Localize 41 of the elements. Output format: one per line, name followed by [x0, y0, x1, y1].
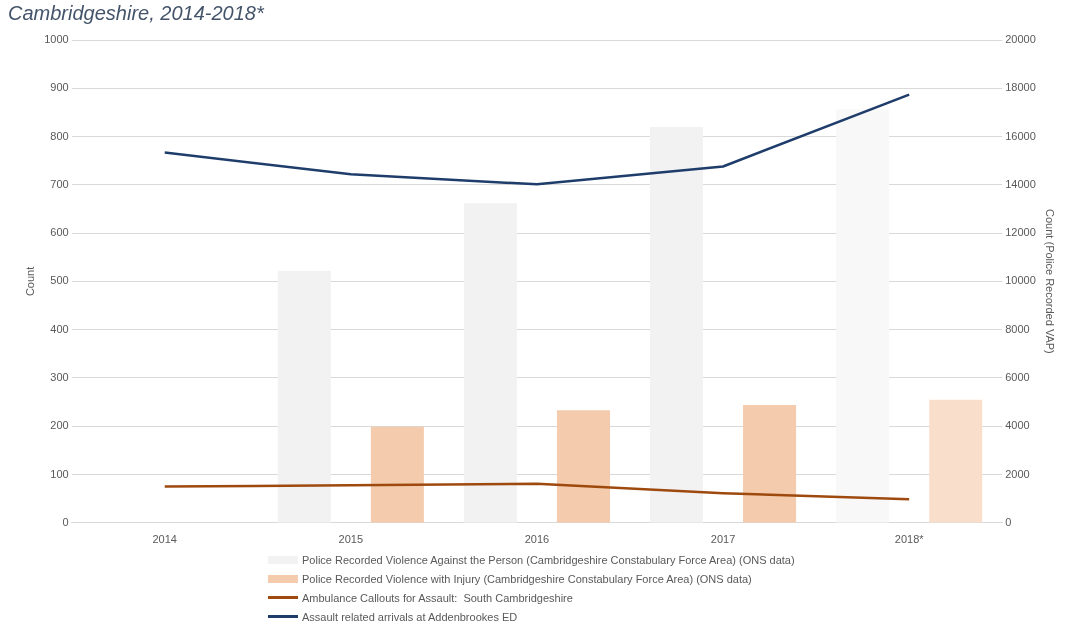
y2-tick-label: 2000	[1005, 467, 1030, 480]
y2-tick-label: 0	[1005, 515, 1012, 528]
y-tick-label: 500	[50, 274, 69, 287]
y-tick-label: 800	[50, 129, 69, 142]
y-tick-label: 0	[62, 515, 69, 528]
y2-tick-label: 6000	[1005, 370, 1030, 383]
y-tick-label: 700	[50, 177, 69, 190]
y-tick-label: 900	[50, 81, 69, 94]
legend-label: Assault related arrivals at Addenbrookes ED	[302, 610, 518, 623]
bar	[556, 410, 610, 523]
y-tick-label: 200	[50, 419, 69, 432]
y2-tick-label: 14000	[1005, 177, 1036, 190]
y2-tick-label: 10000	[1005, 274, 1036, 287]
x-tick-label: 2014	[152, 533, 177, 546]
y2-tick-label: 18000	[1005, 81, 1036, 94]
legend-label: Ambulance Callouts for Assault: South Cambridgeshire	[302, 591, 573, 604]
y2-tick-label: 12000	[1005, 226, 1036, 239]
y-axis-title: Count	[23, 266, 36, 297]
bar	[370, 426, 424, 523]
y-tick-label: 300	[50, 370, 69, 383]
bar	[463, 203, 517, 523]
legend-label: Police Recorded Violence with Injury (Cambridgeshire Constabulary Force Area) (ONS data)	[302, 572, 752, 585]
y2-tick-label: 4000	[1005, 419, 1030, 432]
bar	[743, 405, 797, 523]
bar	[929, 399, 983, 523]
y-tick-label: 100	[50, 467, 69, 480]
bar	[650, 126, 704, 523]
y2-tick-label: 20000	[1005, 33, 1036, 46]
y2-tick-label: 16000	[1005, 129, 1036, 142]
y-tick-label: 600	[50, 226, 69, 239]
y2-axis-title: Count (Police Recorded VAP)	[1044, 209, 1057, 354]
x-tick-label: 2015	[338, 533, 364, 546]
y-tick-label: 400	[50, 322, 69, 335]
y2-tick-label: 8000	[1005, 322, 1030, 335]
chart-title: Cambridgeshire, 2014-2018*	[8, 2, 264, 25]
legend-label: Police Recorded Violence Against the Person (Cambridgeshire Constabulary Force Area) (ONS data)	[302, 553, 795, 566]
x-tick-label: 2017	[710, 533, 736, 546]
bar	[277, 270, 331, 523]
x-tick-label: 2016	[524, 533, 550, 546]
x-tick-label: 2018*	[894, 533, 925, 546]
y-tick-label: 1000	[44, 33, 69, 46]
